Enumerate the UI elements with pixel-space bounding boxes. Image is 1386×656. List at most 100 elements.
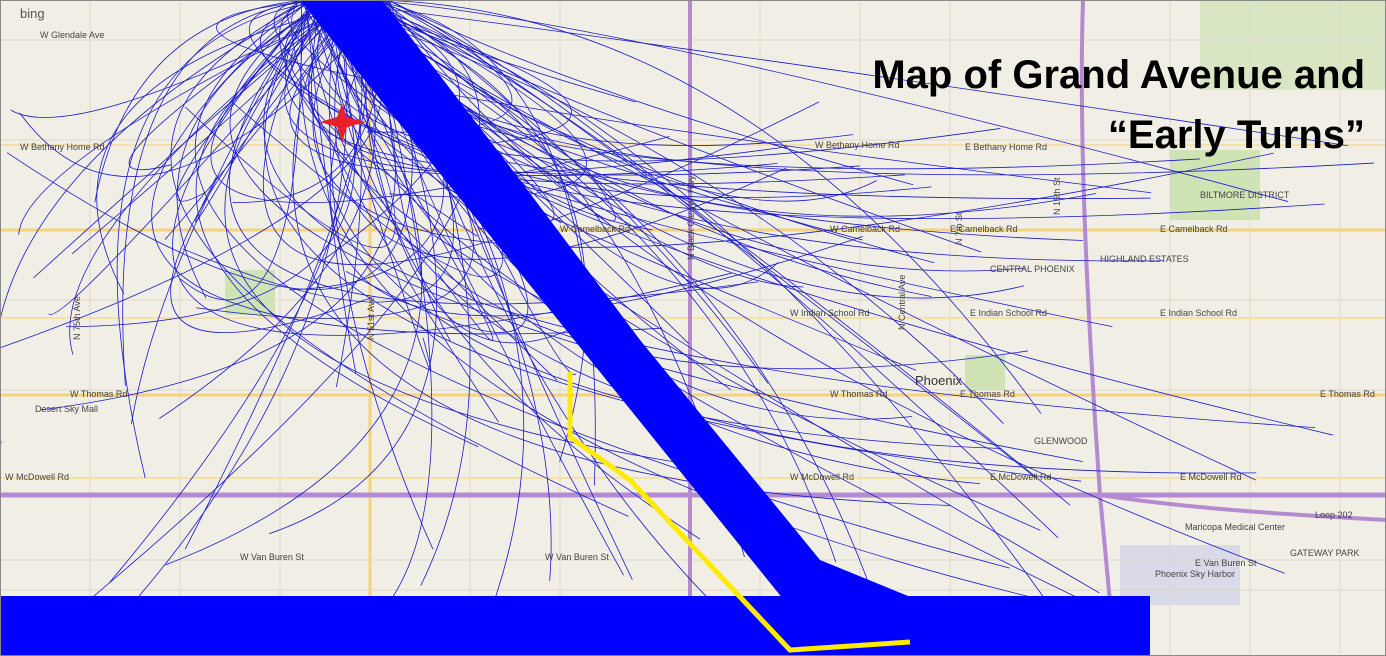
labels: W Glendale Ave W Bethany Home Rd W Betha… — [5, 30, 1375, 579]
street-label: E McDowell Rd — [1180, 472, 1242, 482]
flight-track — [375, 0, 1036, 478]
street-label: W Glendale Ave — [40, 30, 104, 40]
flight-track — [311, 0, 1004, 424]
street-label: E Thomas Rd — [1320, 389, 1375, 399]
flight-track — [179, 0, 302, 301]
flight-track — [312, 0, 1274, 248]
map-brand: bing — [20, 6, 45, 21]
flight-track — [313, 0, 981, 485]
flight-corridor — [300, 0, 930, 620]
street-label: W Bethany Home Rd — [815, 140, 900, 150]
flight-track — [337, 0, 1108, 613]
place-label: GATEWAY PARK — [1290, 548, 1360, 558]
street-label: E Camelback Rd — [1160, 224, 1228, 234]
flight-track — [10, 0, 360, 118]
flight-track — [128, 0, 327, 171]
place-label: Desert Sky Mall — [35, 404, 98, 414]
flight-track — [165, 0, 423, 566]
flight-track — [376, 0, 1042, 414]
flight-track — [370, 0, 982, 253]
flight-track — [300, 0, 1080, 610]
city-label: Phoenix — [915, 373, 962, 388]
street-label: N 75th Ave — [72, 296, 82, 340]
flight-track — [363, 0, 1071, 506]
flight-track — [130, 0, 315, 425]
street-label: E Indian School Rd — [1160, 308, 1237, 318]
flight-track — [224, 0, 743, 473]
flight-track — [334, 0, 787, 260]
flight-track — [176, 0, 335, 299]
flight-track — [379, 0, 932, 297]
flight-track — [104, 0, 348, 636]
flight-track — [94, 0, 308, 203]
flight-track — [370, 0, 596, 486]
flight-track — [19, 0, 391, 177]
street-label: W Bethany Home Rd — [20, 142, 105, 152]
street-label: E Camelback Rd — [950, 224, 1018, 234]
place-label: HIGHLAND ESTATES — [1100, 254, 1189, 264]
flight-track — [48, 0, 347, 315]
street-label: W Camelback Rd — [560, 224, 630, 234]
flight-track — [331, 0, 587, 462]
flight-track — [273, 0, 1100, 594]
street-label: W Camelback Rd — [830, 224, 900, 234]
flight-track — [285, 0, 860, 176]
flight-track — [0, 0, 316, 444]
flight-track — [313, 0, 1348, 147]
flight-track — [96, 0, 385, 295]
flight-track — [264, 0, 1082, 482]
street-label: W Van Buren St — [240, 552, 304, 562]
flight-track — [172, 0, 732, 336]
flight-track — [386, 0, 1285, 574]
road-shield: Loop 202 — [1315, 510, 1353, 520]
place-label: Phoenix Sky Harbor — [1155, 569, 1235, 579]
flight-track — [262, 0, 820, 265]
grand-avenue-route — [567, 372, 911, 653]
flight-track — [18, 0, 364, 235]
place-label: GLENWOOD — [1034, 436, 1088, 446]
street-label: W Indian School Rd — [790, 308, 870, 318]
place-label: CENTRAL PHOENIX — [990, 264, 1075, 274]
flight-track — [216, 0, 1152, 194]
flight-track — [299, 0, 494, 341]
flight-track — [176, 0, 316, 202]
street-label: W Thomas Rd — [70, 389, 127, 399]
flight-track — [344, 0, 877, 202]
street-label: N 7th St — [954, 212, 964, 245]
street-label: W McDowell Rd — [5, 472, 69, 482]
flight-track — [365, 0, 433, 612]
flight-track — [279, 0, 558, 381]
street-label: W Van Buren St — [545, 552, 609, 562]
street-label: N 51st Ave — [366, 297, 376, 340]
street-label: E Indian School Rd — [970, 308, 1047, 318]
place-label: BILTMORE DISTRICT — [1200, 190, 1290, 200]
flight-track — [263, 0, 1316, 428]
flight-track — [329, 0, 434, 550]
street-label: E McDowell Rd — [990, 472, 1052, 482]
flight-track — [334, 0, 1256, 481]
street-label: W Thomas Rd — [830, 389, 887, 399]
street-label: N Black Canyon Hwy — [686, 175, 696, 260]
flight-track — [353, 0, 610, 344]
street-label: W McDowell Rd — [790, 472, 854, 482]
title: Map of Grand Avenue and — [872, 53, 1365, 97]
flight-track — [122, 0, 335, 386]
flight-track — [259, 0, 457, 163]
flight-track — [304, 0, 357, 374]
flight-track — [388, 0, 914, 186]
flight-track — [360, 0, 1289, 202]
flight-track — [372, 0, 1059, 539]
flight-track — [343, 0, 1257, 474]
place-label: Maricopa Medical Center — [1185, 522, 1285, 532]
flight-track — [195, 0, 327, 222]
flight-track — [66, 0, 356, 328]
flight-track — [185, 0, 396, 248]
street-label: E Bethany Home Rd — [965, 142, 1047, 152]
flight-track — [229, 0, 1083, 462]
title: “Early Turns” — [1108, 113, 1365, 157]
flight-track — [195, 0, 479, 448]
flight-track — [380, 0, 769, 384]
street-label: E Thomas Rd — [960, 389, 1015, 399]
